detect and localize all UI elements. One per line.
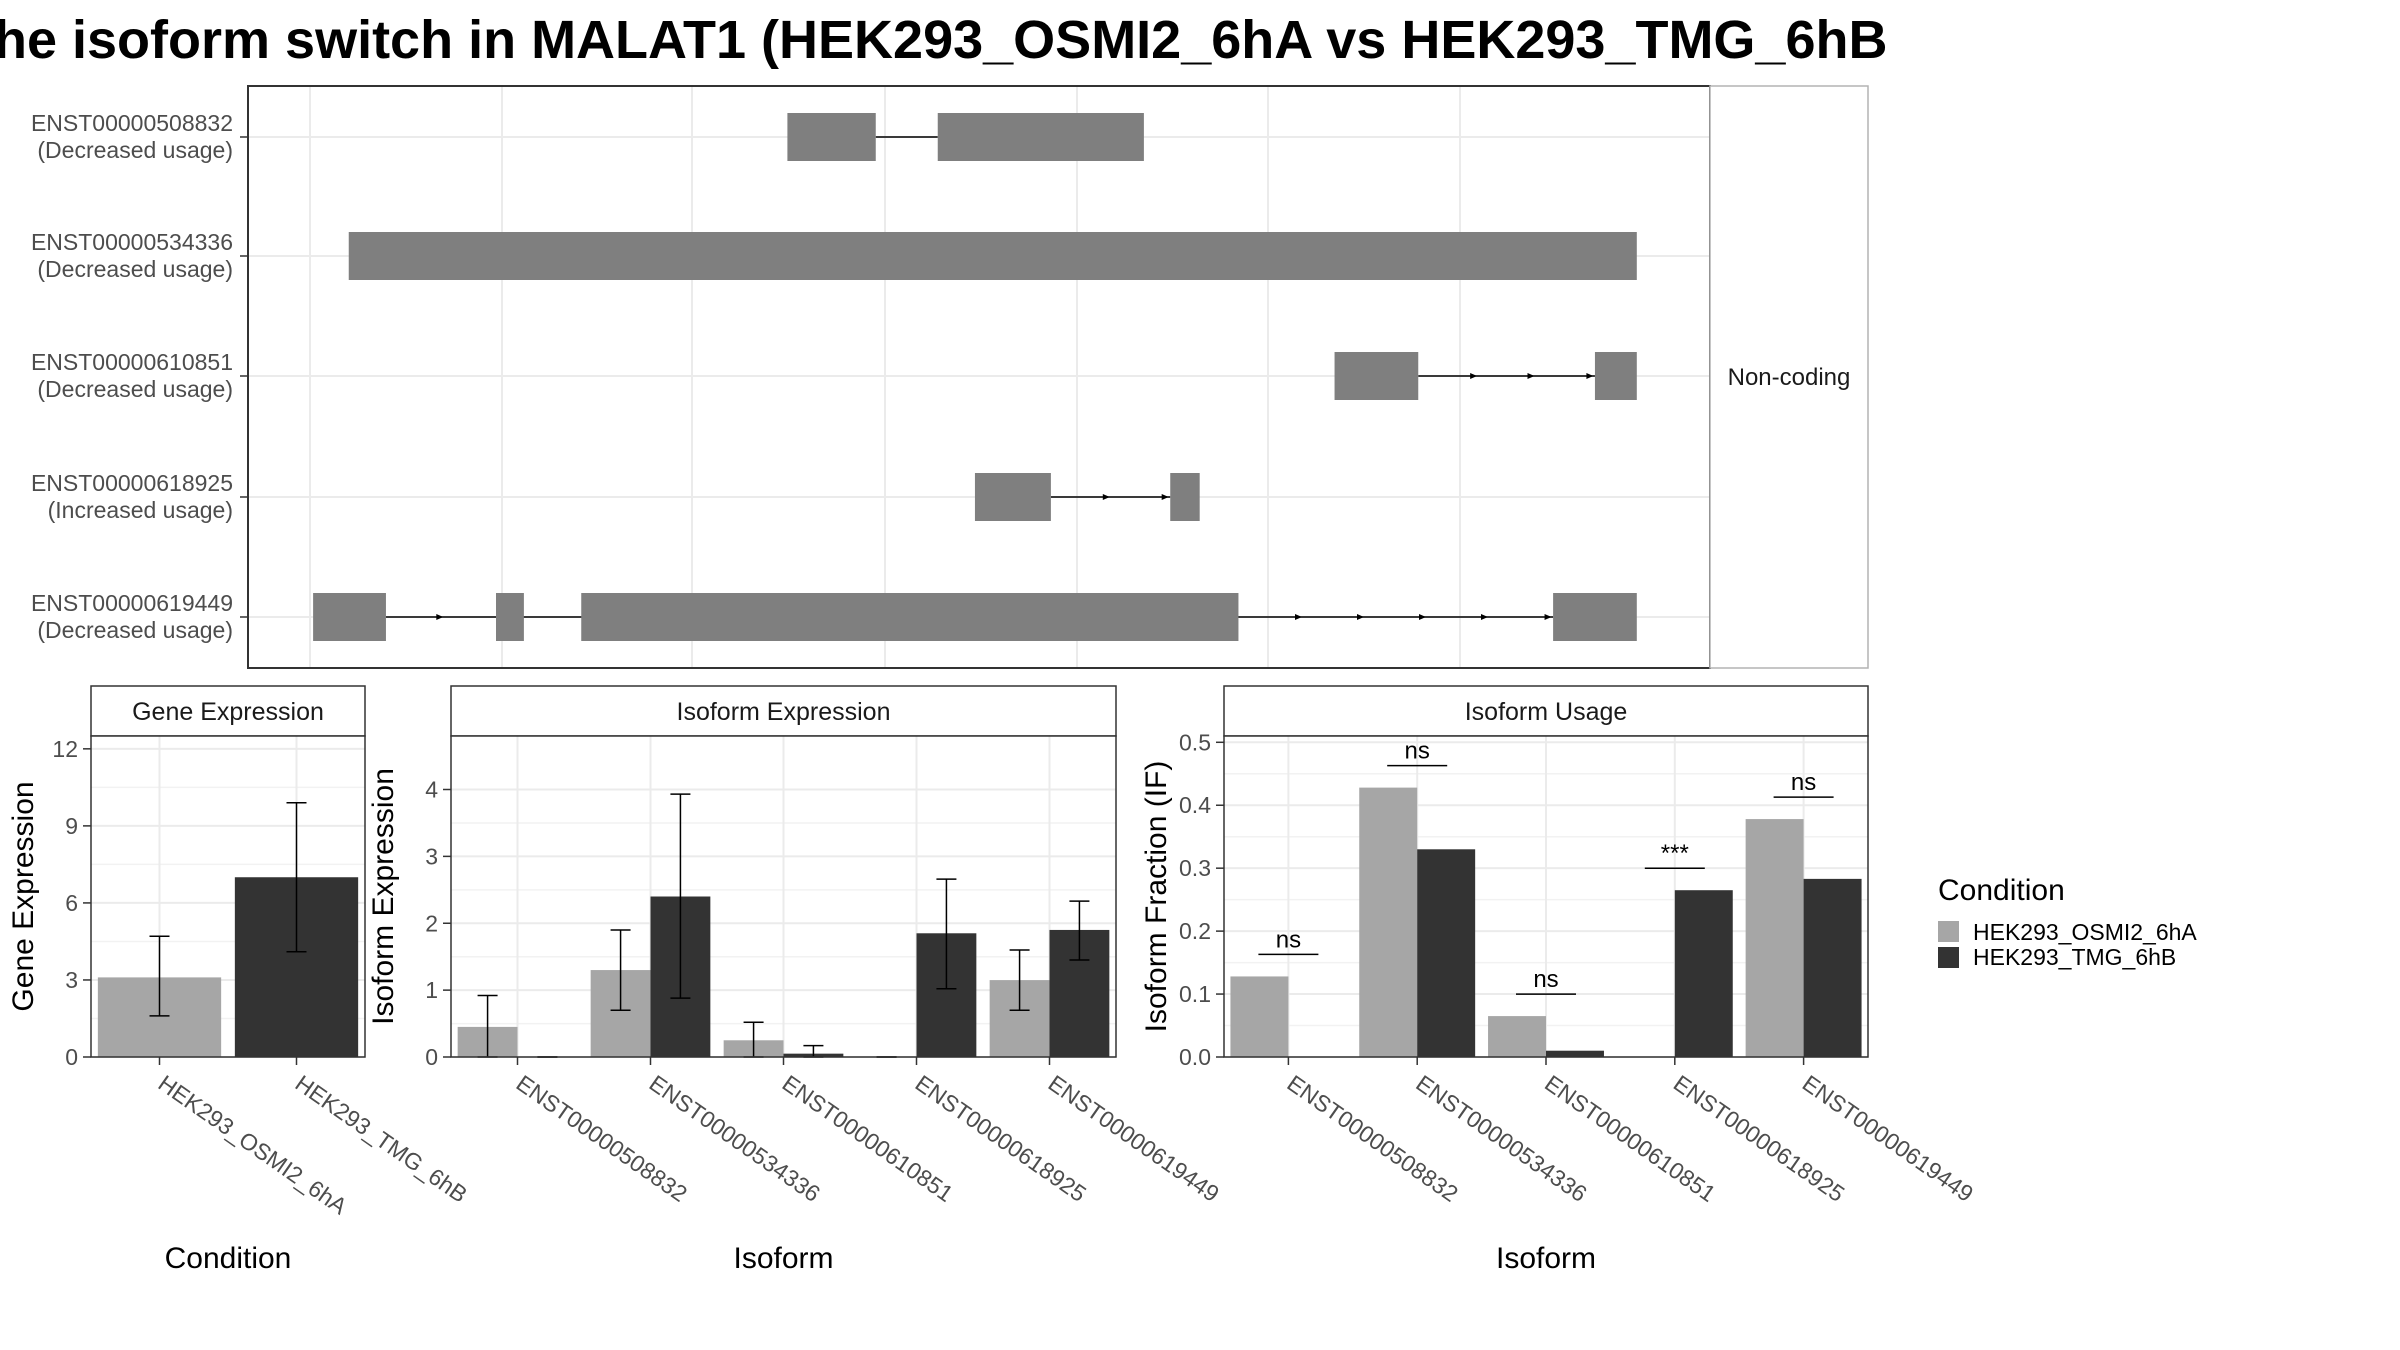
bar: [1230, 976, 1289, 1057]
significance-label: ns: [1791, 769, 1816, 796]
y-axis-title: Gene Expression: [7, 781, 40, 1011]
exon-block: [1170, 473, 1200, 521]
legend-title: Condition: [1938, 874, 2065, 907]
legend-label-cond-b: HEK293_TMG_6hB: [1973, 944, 2176, 970]
x-axis-title: Isoform: [733, 1242, 833, 1275]
y-tick-label: 1: [425, 977, 438, 1003]
y-tick-label: 3: [425, 843, 438, 869]
isoform-usage-panel: Isoform Usage 0.0 0.1 0.2 0.3 0.4 0.5 ns ns ns ***…: [1140, 685, 1978, 1275]
exon-block: [1553, 593, 1637, 641]
y-tick-label: 0.3: [1179, 855, 1211, 881]
transcript-id-label: ENST00000610851: [31, 349, 233, 375]
intron-arrow: [1295, 614, 1302, 620]
intron-arrow: [1527, 373, 1535, 379]
bar: [1674, 890, 1733, 1057]
bar: [1359, 787, 1418, 1057]
panel-strip: [450, 685, 1117, 737]
bar: [1745, 819, 1804, 1057]
y-tick-label: 6: [65, 890, 78, 916]
intron-arrow: [1544, 614, 1552, 620]
intron-arrow: [1102, 494, 1110, 500]
y-tick-label: 0: [425, 1044, 438, 1070]
intron-arrow: [1470, 373, 1478, 379]
exon-block: [1594, 352, 1637, 400]
significance-label: ***: [1661, 840, 1689, 867]
intron-arrow: [436, 614, 444, 620]
transcript-id-label: ENST00000508832: [31, 110, 233, 136]
exon-block: [937, 113, 1144, 161]
bar: [1417, 849, 1476, 1057]
y-axis-title: Isoform Expression: [367, 768, 400, 1025]
y-tick-label: 9: [65, 813, 78, 839]
exon-block: [348, 232, 1637, 280]
transcript-usage-label: (Decreased usage): [37, 376, 233, 402]
transcript-usage-label: (Decreased usage): [37, 137, 233, 163]
intron-arrow: [1481, 614, 1488, 620]
y-tick-label: 3: [65, 967, 78, 993]
exon-block: [787, 113, 876, 161]
y-tick-label: 2: [425, 910, 438, 936]
significance-label: ns: [1405, 738, 1430, 765]
y-tick-label: 0.1: [1179, 981, 1211, 1007]
legend-label-cond-a: HEK293_OSMI2_6hA: [1973, 919, 2197, 945]
panel-strip-label: Isoform Usage: [1465, 698, 1628, 726]
y-tick-label: 4: [425, 777, 438, 803]
x-axis-title: Isoform: [1496, 1242, 1596, 1275]
x-axis-title: Condition: [165, 1242, 292, 1275]
panel-strip-label: Gene Expression: [132, 698, 324, 726]
transcript-id-label: ENST00000619449: [31, 590, 233, 616]
y-axis-title: Isoform Fraction (IF): [1140, 761, 1173, 1033]
panel-strip: [1223, 685, 1869, 737]
bar: [1803, 878, 1862, 1057]
figure-title: he isoform switch in MALAT1 (HEK293_OSMI…: [0, 10, 1887, 70]
y-tick-label: 0.5: [1179, 729, 1211, 755]
intron-arrow: [1357, 614, 1364, 620]
panel-border: [90, 735, 366, 1058]
gene-structure-panel: ENST00000508832(Decreased usage)ENST0000…: [31, 85, 1869, 669]
significance-label: ns: [1276, 926, 1301, 953]
intron-arrow: [1419, 614, 1426, 620]
exon-block: [1334, 352, 1419, 400]
bar: [1546, 1050, 1604, 1057]
facet-strip-label: Non-coding: [1728, 364, 1851, 391]
transcript-id-label: ENST00000534336: [31, 229, 233, 255]
legend-key-cond-b: [1938, 947, 1959, 968]
gene-expression-panel: Gene Expression036912HEK293_OSMI2_6hAHEK…: [7, 685, 472, 1275]
exon-block: [974, 473, 1051, 521]
y-tick-label: 12: [52, 736, 78, 762]
legend: Condition HEK293_OSMI2_6hA HEK293_TMG_6h…: [1938, 874, 2197, 970]
transcript-usage-label: (Increased usage): [48, 497, 233, 523]
intron-arrow: [1161, 494, 1169, 500]
y-tick-label: 0.4: [1179, 792, 1211, 818]
transcript-usage-label: (Decreased usage): [37, 256, 233, 282]
transcript-id-label: ENST00000618925: [31, 470, 233, 496]
isoform-expression-panel: Isoform Expression01234ENST00000508832EN…: [367, 685, 1224, 1275]
bar: [1488, 1016, 1546, 1057]
significance-label: ns: [1533, 966, 1558, 993]
y-tick-label: 0.0: [1179, 1044, 1211, 1070]
panel-strip-label: Isoform Expression: [677, 698, 891, 726]
exon-block: [581, 593, 1239, 641]
exon-block: [496, 593, 524, 641]
y-tick-label: 0: [65, 1044, 78, 1070]
legend-key-cond-a: [1938, 921, 1959, 942]
exon-block: [313, 593, 386, 641]
facet-strip: [1709, 85, 1869, 669]
y-tick-label: 0.2: [1179, 918, 1211, 944]
transcript-usage-label: (Decreased usage): [37, 617, 233, 643]
intron-arrow: [1586, 373, 1594, 379]
